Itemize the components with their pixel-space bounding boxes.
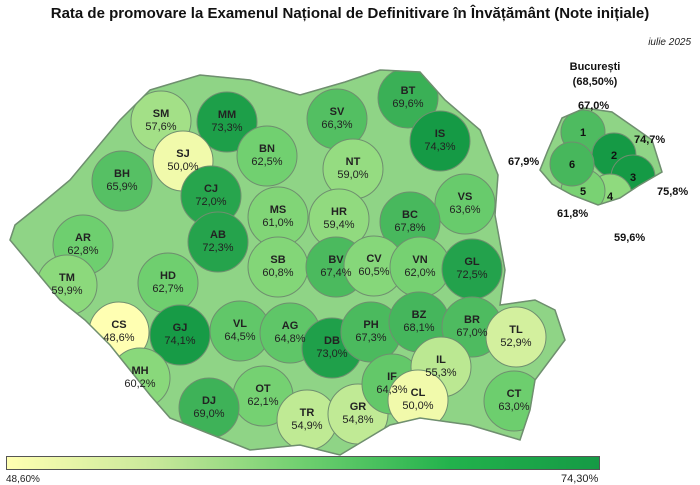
county-label-bz: BZ 68,1%	[403, 309, 434, 334]
county-label-bc: BC 67,8%	[394, 209, 425, 234]
legend-min-label: 48,60%	[6, 474, 40, 485]
county-label-is: IS 74,3%	[424, 128, 455, 153]
bucharest-sector-value: 61,8%	[557, 208, 589, 220]
county-bt	[377, 70, 439, 129]
county-vs	[434, 173, 496, 235]
color-scale-legend	[6, 456, 600, 470]
county-label-sb: SB 60,8%	[262, 254, 293, 279]
bucharest-total: (68,50%)	[572, 76, 618, 88]
county-is	[409, 110, 471, 172]
county-label-ct: CT 63,0%	[498, 388, 529, 413]
county-label-dj: DJ 69,0%	[193, 395, 224, 420]
county-label-ag: AG 64,8%	[274, 320, 305, 345]
county-label-tl: TL 52,9%	[500, 324, 531, 349]
county-label-sj: SJ 50,0%	[167, 148, 198, 173]
county-label-ab: AB 72,3%	[202, 229, 233, 254]
county-label-cs: CS 48,6%	[103, 319, 134, 344]
county-label-mm: MM 73,3%	[211, 109, 242, 134]
county-label-il: IL 55,3%	[425, 354, 456, 379]
county-label-gl: GL 72,5%	[456, 256, 487, 281]
county-label-mh: MH 60,2%	[124, 365, 155, 390]
bucharest-sector-number: 4	[607, 191, 614, 203]
bucharest-name: București	[569, 61, 621, 73]
county-label-bt: BT 69,6%	[392, 85, 423, 110]
bucharest-sector-number: 5	[580, 186, 586, 198]
bucharest-sector-number: 1	[580, 127, 586, 139]
county-label-gr: GR 54,8%	[342, 401, 373, 426]
bucharest-sector-number: 2	[611, 150, 617, 162]
county-label-bh: BH 65,9%	[106, 168, 137, 193]
county-mm	[196, 91, 258, 153]
bucharest-title: București (68,50%)	[560, 60, 630, 90]
legend-max-label: 74,30%	[561, 473, 599, 485]
bucharest-sector-value: 67,9%	[508, 156, 540, 168]
county-label-vs: VS 63,6%	[449, 191, 480, 216]
bucharest-sector-value: 75,8%	[657, 186, 689, 198]
bucharest-sector-value: 67,0%	[578, 100, 610, 112]
county-label-bv: BV 67,4%	[320, 254, 351, 279]
county-label-cl: CL 50,0%	[402, 387, 433, 412]
bucharest-sector-number: 6	[569, 159, 575, 171]
county-label-tm: TM 59,9%	[51, 272, 82, 297]
bucharest-sector-value: 59,6%	[614, 232, 646, 244]
county-bn	[236, 125, 298, 187]
county-label-tr: TR 54,9%	[291, 407, 322, 432]
county-tl	[485, 306, 547, 368]
county-label-nt: NT 59,0%	[337, 156, 368, 181]
county-label-ar: AR 62,8%	[67, 232, 98, 257]
bucharest-sector-value: 74,7%	[634, 134, 666, 146]
county-label-vl: VL 64,5%	[224, 318, 255, 343]
county-label-cv: CV 60,5%	[358, 253, 389, 278]
bucharest-sector-6	[549, 141, 595, 187]
county-label-br: BR 67,0%	[456, 314, 487, 339]
county-bh	[91, 150, 153, 212]
county-label-vn: VN 62,0%	[404, 254, 435, 279]
county-label-db: DB 73,0%	[316, 335, 347, 360]
county-label-ot: OT 62,1%	[247, 383, 278, 408]
county-label-ms: MS 61,0%	[262, 204, 293, 229]
county-label-gj: GJ 74,1%	[164, 322, 195, 347]
county-label-sm: SM 57,6%	[145, 108, 176, 133]
county-label-if: IF 64,3%	[376, 371, 407, 396]
county-label-ph: PH 67,3%	[355, 319, 386, 344]
county-label-hd: HD 62,7%	[152, 270, 183, 295]
date-label: iulie 2025	[648, 37, 691, 48]
county-label-cj: CJ 72,0%	[195, 183, 226, 208]
map-title: Rata de promovare la Examenul Național d…	[50, 5, 650, 22]
county-ab	[187, 211, 249, 273]
county-label-sv: SV 66,3%	[321, 106, 352, 131]
bucharest-sector-number: 3	[630, 172, 636, 184]
county-label-hr: HR 59,4%	[323, 206, 354, 231]
county-label-bn: BN 62,5%	[251, 143, 282, 168]
